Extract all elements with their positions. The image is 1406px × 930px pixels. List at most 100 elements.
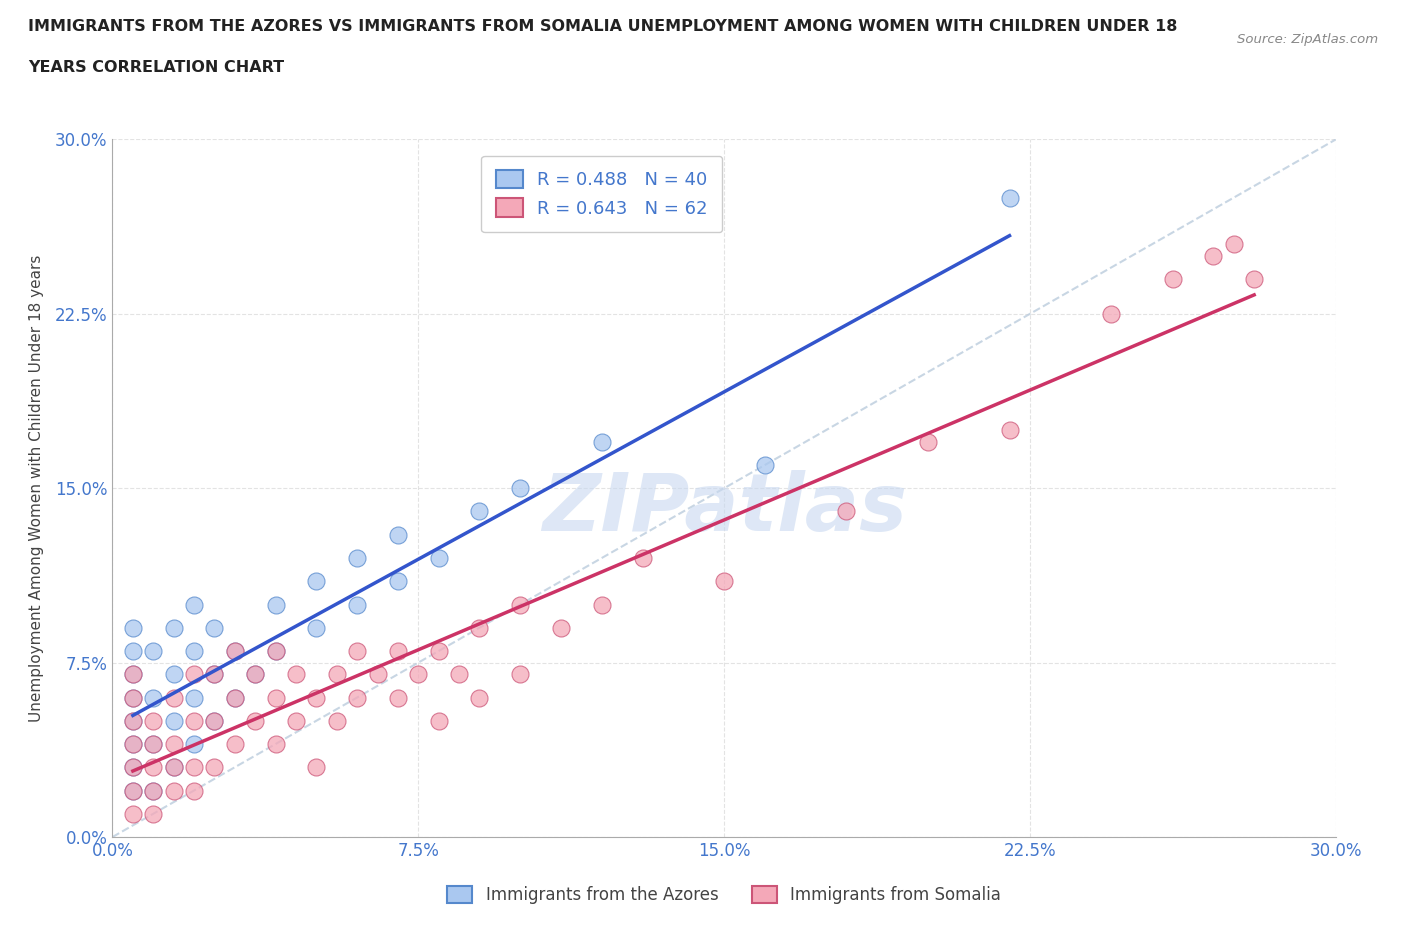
Point [346, 690, 368, 705]
Point [245, 667, 267, 682]
Point [591, 597, 613, 612]
Point [387, 690, 409, 705]
Point [998, 190, 1021, 205]
Point [468, 504, 491, 519]
Point [142, 713, 165, 728]
Point [163, 690, 186, 705]
Point [204, 667, 226, 682]
Point [163, 760, 186, 775]
Point [122, 760, 145, 775]
Point [224, 644, 246, 658]
Point [183, 713, 205, 728]
Point [284, 667, 308, 682]
Point [224, 737, 246, 751]
Point [183, 783, 205, 798]
Point [163, 713, 186, 728]
Point [713, 574, 735, 589]
Point [224, 690, 246, 705]
Point [387, 644, 409, 658]
Point [1099, 307, 1122, 322]
Point [427, 551, 450, 565]
Point [1161, 272, 1184, 286]
Point [509, 597, 531, 612]
Point [163, 737, 186, 751]
Point [122, 620, 145, 635]
Point [305, 760, 328, 775]
Text: ZIPatlas: ZIPatlas [541, 471, 907, 548]
Point [387, 527, 409, 542]
Text: Source: ZipAtlas.com: Source: ZipAtlas.com [1237, 33, 1378, 46]
Point [264, 644, 287, 658]
Point [754, 458, 776, 472]
Point [122, 737, 145, 751]
Point [366, 667, 388, 682]
Y-axis label: Unemployment Among Women with Children Under 18 years: Unemployment Among Women with Children U… [30, 255, 44, 722]
Point [122, 783, 145, 798]
Point [204, 713, 226, 728]
Point [427, 713, 450, 728]
Point [183, 737, 205, 751]
Point [264, 690, 287, 705]
Point [183, 760, 205, 775]
Point [305, 574, 328, 589]
Point [427, 644, 450, 658]
Point [264, 644, 287, 658]
Point [142, 806, 165, 821]
Point [122, 713, 145, 728]
Point [122, 667, 145, 682]
Point [122, 760, 145, 775]
Point [142, 737, 165, 751]
Point [550, 620, 572, 635]
Point [305, 690, 328, 705]
Text: YEARS CORRELATION CHART: YEARS CORRELATION CHART [28, 60, 284, 75]
Legend: Immigrants from the Azores, Immigrants from Somalia: Immigrants from the Azores, Immigrants f… [439, 878, 1010, 912]
Point [346, 551, 368, 565]
Point [163, 783, 186, 798]
Point [122, 690, 145, 705]
Point [917, 434, 939, 449]
Point [122, 713, 145, 728]
Point [447, 667, 470, 682]
Point [163, 620, 186, 635]
Point [204, 620, 226, 635]
Point [1202, 248, 1225, 263]
Point [142, 690, 165, 705]
Point [142, 644, 165, 658]
Point [224, 644, 246, 658]
Point [224, 690, 246, 705]
Point [264, 737, 287, 751]
Point [122, 644, 145, 658]
Point [142, 760, 165, 775]
Point [163, 667, 186, 682]
Point [183, 667, 205, 682]
Point [835, 504, 858, 519]
Point [264, 597, 287, 612]
Point [1223, 237, 1246, 252]
Point [183, 597, 205, 612]
Point [468, 690, 491, 705]
Point [245, 667, 267, 682]
Point [387, 574, 409, 589]
Point [1243, 272, 1265, 286]
Point [142, 783, 165, 798]
Point [204, 667, 226, 682]
Point [183, 690, 205, 705]
Point [163, 760, 186, 775]
Point [408, 667, 430, 682]
Point [204, 713, 226, 728]
Point [122, 783, 145, 798]
Point [142, 783, 165, 798]
Point [204, 760, 226, 775]
Point [245, 713, 267, 728]
Point [122, 690, 145, 705]
Point [591, 434, 613, 449]
Point [998, 422, 1021, 438]
Point [183, 644, 205, 658]
Point [509, 667, 531, 682]
Point [631, 551, 654, 565]
Text: IMMIGRANTS FROM THE AZORES VS IMMIGRANTS FROM SOMALIA UNEMPLOYMENT AMONG WOMEN W: IMMIGRANTS FROM THE AZORES VS IMMIGRANTS… [28, 19, 1177, 33]
Point [305, 620, 328, 635]
Point [346, 597, 368, 612]
Point [122, 806, 145, 821]
Point [284, 713, 308, 728]
